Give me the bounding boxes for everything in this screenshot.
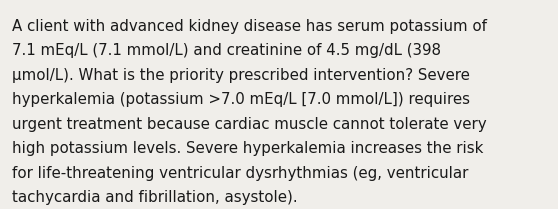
Text: A client with advanced kidney disease has serum potassium of: A client with advanced kidney disease ha…: [12, 19, 487, 34]
Text: urgent treatment because cardiac muscle cannot tolerate very: urgent treatment because cardiac muscle …: [12, 117, 487, 132]
Text: for life-threatening ventricular dysrhythmias (eg, ventricular: for life-threatening ventricular dysrhyt…: [12, 166, 469, 181]
Text: μmol/L). What is the priority prescribed intervention? Severe: μmol/L). What is the priority prescribed…: [12, 68, 470, 83]
Text: tachycardia and fibrillation, asystole).: tachycardia and fibrillation, asystole).: [12, 190, 298, 205]
Text: high potassium levels. Severe hyperkalemia increases the risk: high potassium levels. Severe hyperkalem…: [12, 141, 484, 156]
Text: 7.1 mEq/L (7.1 mmol/L) and creatinine of 4.5 mg/dL (398: 7.1 mEq/L (7.1 mmol/L) and creatinine of…: [12, 43, 441, 58]
Text: hyperkalemia (potassium >7.0 mEq/L [7.0 mmol/L]) requires: hyperkalemia (potassium >7.0 mEq/L [7.0 …: [12, 92, 470, 107]
